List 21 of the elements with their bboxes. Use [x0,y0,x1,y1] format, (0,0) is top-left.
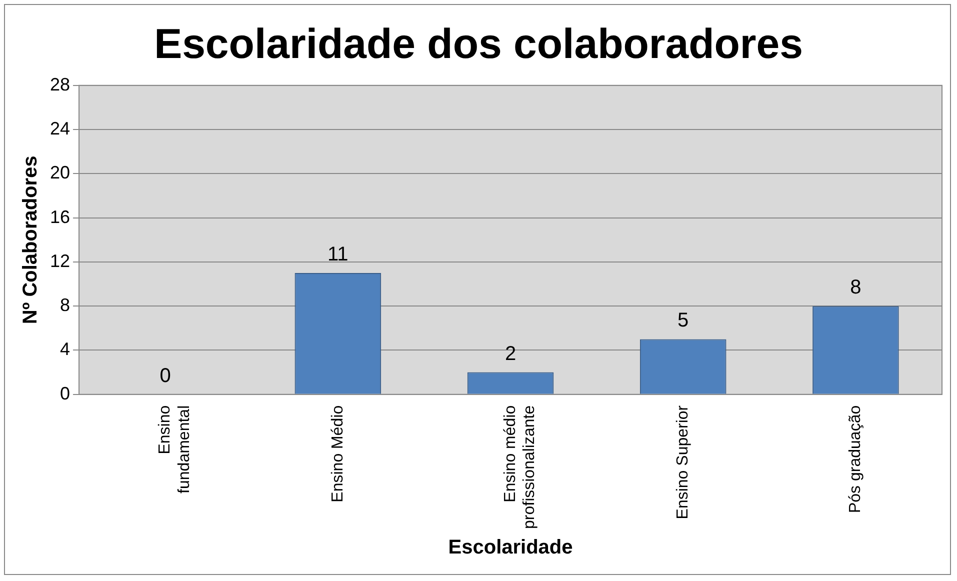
y-tick-label: 4 [60,339,70,360]
y-tick-label: 12 [50,250,70,271]
x-tick-label: Ensino fundamental [156,405,193,494]
x-tick-label: Pós graduação [847,405,864,514]
y-tick-label: 0 [60,383,70,404]
y-tick-label: 20 [50,162,70,183]
data-label: 5 [678,310,689,332]
y-tick-label: 16 [50,206,70,227]
y-axis-title: Nº Colaboradores [20,156,42,324]
x-axis-title: Escolaridade [448,536,573,559]
data-label: 11 [328,244,348,266]
chart-title: Escolaridade dos colaboradores [154,20,803,67]
x-tick-label: Ensino Médio [329,405,346,502]
x-tick-label: Ensino Superior [674,404,692,520]
data-label: 8 [850,276,862,299]
data-label: 2 [504,342,516,365]
y-tick-label: 8 [60,295,70,316]
y-tick-label: 28 [50,74,70,94]
x-tick-label: Ensino médio profissionalizante [502,405,538,529]
data-label: 0 [160,364,171,387]
y-tick-label: 24 [50,118,70,139]
